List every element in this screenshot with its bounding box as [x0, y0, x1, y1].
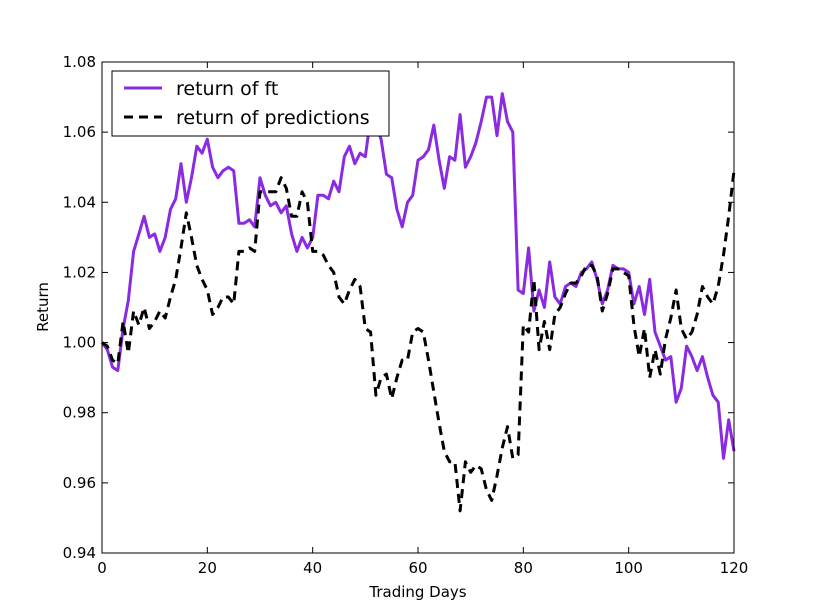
y-tick-label: 0.94	[63, 544, 96, 562]
x-tick-label: 80	[514, 559, 533, 577]
y-tick-label: 1.04	[63, 193, 96, 211]
y-tick-label: 1.08	[63, 53, 96, 71]
y-tick-label: 1.00	[63, 334, 96, 352]
legend-label-1: return of predictions	[176, 107, 370, 129]
y-tick-label: 1.06	[63, 123, 96, 141]
y-axis-label: Return	[34, 282, 52, 332]
x-tick-label: 40	[303, 559, 322, 577]
legend: return of ft return of predictions	[111, 70, 390, 137]
series-line-0	[100, 92, 736, 460]
series-line-1	[101, 170, 736, 513]
y-tick-label: 1.02	[63, 263, 96, 281]
legend-box	[111, 70, 390, 137]
x-tick-label: 120	[720, 559, 749, 577]
x-tick-label: 0	[97, 559, 107, 577]
legend-label-0: return of ft	[176, 78, 278, 100]
y-tick-label: 0.98	[63, 404, 96, 422]
x-axis-label: Trading Days	[368, 583, 466, 601]
y-tick-label: 0.96	[63, 474, 96, 492]
x-tick-label: 20	[198, 559, 217, 577]
x-tick-label: 100	[614, 559, 643, 577]
x-tick-label: 60	[408, 559, 427, 577]
ticks-layer: 0 20 40 60 80 100 120 0.94 0.96 0.98 1.00 1.02 1.04 1…	[63, 53, 749, 577]
series-layer	[100, 92, 736, 513]
